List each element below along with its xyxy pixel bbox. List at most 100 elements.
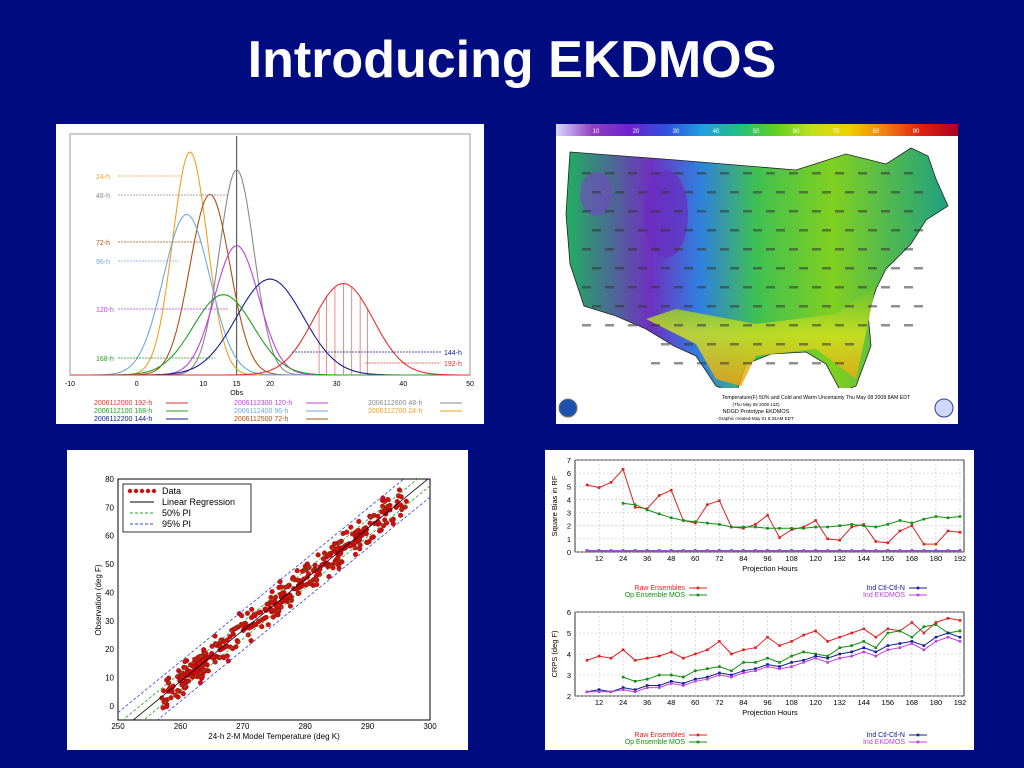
station-value-marker xyxy=(651,172,660,175)
bias-chart-series-point xyxy=(898,529,902,533)
crps-chart-series-point xyxy=(790,640,793,643)
station-value-marker xyxy=(707,267,716,270)
colorbar-tick: 10 xyxy=(593,129,600,135)
crps-chart-legend-marker xyxy=(696,733,700,737)
crps-chart-series-point xyxy=(874,654,878,658)
bias-chart-series-point xyxy=(922,542,926,546)
crps-chart-series-point xyxy=(669,680,673,683)
bias-chart-x-tick-label: 168 xyxy=(906,554,919,563)
station-value-marker xyxy=(615,229,624,232)
crps-chart-series-point xyxy=(922,644,926,647)
station-value-marker xyxy=(743,286,752,289)
station-value-marker xyxy=(743,362,752,365)
data-point xyxy=(201,647,207,653)
station-value-marker xyxy=(845,305,854,308)
legend-label: Linear Regression xyxy=(162,497,235,507)
data-point xyxy=(256,618,262,625)
crps-chart-x-tick-label: 24 xyxy=(619,698,627,707)
bias-chart-series-point xyxy=(742,550,745,553)
y-tick-label: 0 xyxy=(110,702,115,711)
station-value-marker xyxy=(638,229,647,232)
station-value-marker xyxy=(845,343,854,346)
data-point xyxy=(402,504,408,510)
legend-marker-data xyxy=(127,488,133,494)
bias-chart-series-point xyxy=(838,550,841,553)
bias-chart-x-tick-label: 84 xyxy=(739,554,747,563)
data-point xyxy=(160,705,166,711)
data-point xyxy=(235,639,241,645)
station-value-marker xyxy=(835,172,844,175)
station-value-marker xyxy=(661,267,670,270)
crps-chart-series-point xyxy=(826,640,829,643)
station-value-marker xyxy=(707,191,716,194)
crps-chart-series-point xyxy=(645,677,649,681)
station-value-marker xyxy=(697,286,706,289)
station-value-marker xyxy=(651,210,660,213)
bias-chart-legend-marker xyxy=(916,586,920,590)
station-value-marker xyxy=(858,248,867,251)
station-value-marker xyxy=(638,191,647,194)
crps-chart-x-tick-label: 12 xyxy=(595,698,603,707)
data-point xyxy=(227,634,233,640)
y-tick-label: 30 xyxy=(105,617,114,626)
station-value-marker xyxy=(858,286,867,289)
data-point xyxy=(265,622,271,628)
data-point xyxy=(353,534,359,540)
crps-chart-series-point xyxy=(645,656,649,660)
crps-chart-x-tick-label: 96 xyxy=(763,698,771,707)
bias-chart-x-tick-label: 36 xyxy=(643,554,651,563)
data-point xyxy=(227,644,233,650)
crps-chart-series-point xyxy=(730,673,733,677)
crps-chart-legend-label: Ind EKDMOS xyxy=(863,739,905,746)
pdf-label-48-h: 48-h xyxy=(96,193,110,200)
station-value-marker xyxy=(720,248,729,251)
data-point xyxy=(335,562,341,568)
station-value-marker xyxy=(789,210,798,213)
bias-chart-series-point xyxy=(766,527,769,530)
station-value-marker xyxy=(743,324,752,327)
x-tick-label: 10 xyxy=(199,381,207,388)
y-tick-label: 10 xyxy=(105,673,114,682)
station-value-marker xyxy=(605,286,614,289)
crps-chart-series-point xyxy=(718,640,721,643)
bias-chart-series-point xyxy=(826,525,829,529)
crps-chart-series-point xyxy=(946,631,950,635)
legend-entry-96-h: 2006112400 96-h xyxy=(234,408,288,415)
station-value-marker xyxy=(661,229,670,232)
data-point xyxy=(335,555,341,561)
crps-chart-series-point xyxy=(621,686,625,689)
station-value-marker xyxy=(868,305,877,308)
data-point xyxy=(361,526,367,532)
crps-chart-y-tick-label: 3 xyxy=(567,671,571,680)
crps-chart-series-point xyxy=(850,650,854,654)
bias-chart-series-point xyxy=(790,528,793,531)
crps-chart-series-point xyxy=(597,688,601,691)
station-value-marker xyxy=(753,191,762,194)
bias-chart-series-point xyxy=(754,523,757,526)
colorbar-tick: 20 xyxy=(633,129,640,135)
data-point xyxy=(286,593,292,599)
pi95-upper-line xyxy=(118,479,405,713)
bias-chart-series-point xyxy=(778,527,781,530)
station-value-marker xyxy=(812,362,821,365)
data-point xyxy=(352,551,359,558)
x-tick-label: 0 xyxy=(135,381,139,388)
x-tick-label: 260 xyxy=(174,722,188,731)
data-point xyxy=(180,691,186,697)
station-value-marker xyxy=(582,324,591,327)
rocky-cold-region xyxy=(644,170,688,258)
bias-chart-x-axis-label: Projection Hours xyxy=(742,564,798,573)
data-point xyxy=(295,577,301,584)
pdf-label-72-h: 72-h xyxy=(96,240,110,247)
station-value-marker xyxy=(651,362,660,365)
bias-chart-series-point xyxy=(754,550,757,553)
crps-chart-series-point xyxy=(958,635,962,639)
pdf-curve-72-h xyxy=(70,193,470,376)
station-value-marker xyxy=(730,343,739,346)
verification-charts-panel: 12 24 36 48 60 72 84 96 108 120 132 144 156 168 180 192… xyxy=(545,450,974,750)
x-tick-label: -10 xyxy=(65,381,75,388)
station-value-marker xyxy=(684,305,693,308)
bias-chart-series-point xyxy=(609,550,613,553)
station-value-marker xyxy=(881,324,890,327)
crps-chart-series-point xyxy=(718,673,721,677)
